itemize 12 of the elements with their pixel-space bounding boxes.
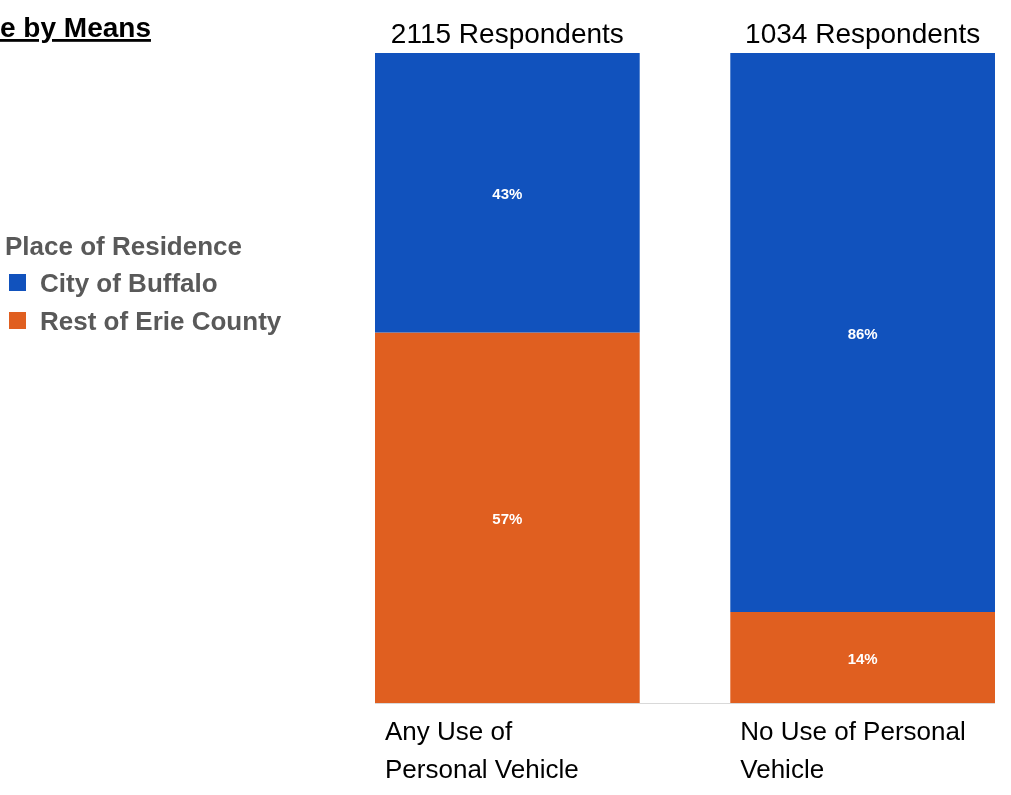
text: e by Means — [0, 12, 151, 43]
data-label: 86% — [847, 324, 878, 342]
data-label: 43% — [492, 184, 523, 202]
legend-label: Rest of Erie County — [40, 306, 282, 336]
annotation: 2115 Respondents — [390, 18, 624, 49]
legend-title: Place of Residence — [5, 231, 242, 261]
x-tick-label: No Use of Personal Vehicle — [740, 716, 966, 784]
annotation: 1034 Respondents — [745, 18, 981, 49]
x-tick-label: Any Use of Personal Vehicle — [385, 716, 579, 784]
data-label: 14% — [847, 649, 878, 667]
legend-label: City of Buffalo — [40, 268, 218, 298]
data-label: 57% — [492, 509, 523, 527]
